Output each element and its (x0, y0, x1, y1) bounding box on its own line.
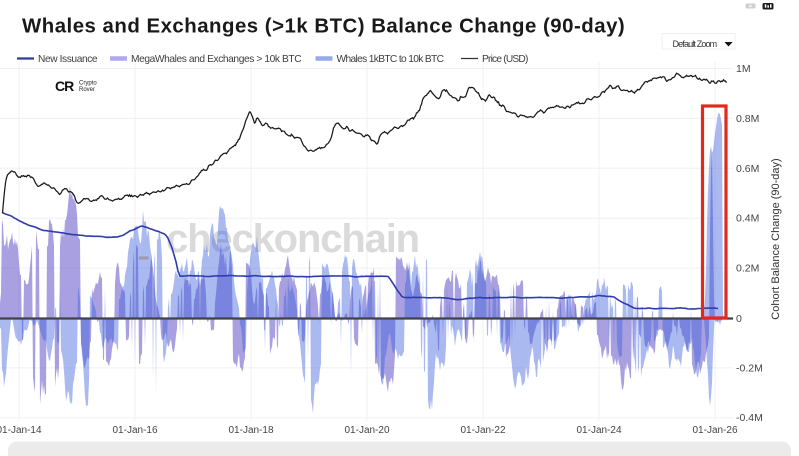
svg-text:1M: 1M (736, 63, 751, 75)
svg-text:01-Jan-24: 01-Jan-24 (576, 425, 621, 436)
svg-text:01-Jan-18: 01-Jan-18 (228, 425, 273, 436)
svg-text:01-Jan-22: 01-Jan-22 (460, 425, 505, 436)
svg-text:CR: CR (55, 78, 74, 94)
svg-text:Whales and Exchanges (>1k BTC): Whales and Exchanges (>1k BTC) Balance C… (22, 16, 625, 38)
svg-text:01-Jan-16: 01-Jan-16 (112, 425, 157, 436)
svg-text:0.4M: 0.4M (736, 213, 759, 225)
svg-text:-0.4M: -0.4M (736, 412, 763, 424)
svg-text:0.8M: 0.8M (736, 113, 759, 125)
svg-text:MegaWhales and Exchanges > 10k: MegaWhales and Exchanges > 10k BTC (131, 54, 301, 65)
svg-text:Whales 1kBTC to 10k BTC: Whales 1kBTC to 10k BTC (337, 54, 444, 65)
svg-text:01-Jan-14: 01-Jan-14 (0, 425, 42, 436)
svg-text:checkonchain: checkonchain (166, 217, 419, 261)
svg-text:0.2M: 0.2M (736, 263, 759, 275)
svg-text:01-Jan-26: 01-Jan-26 (692, 425, 737, 436)
svg-text:New Issuance: New Issuance (38, 54, 98, 65)
svg-text:Default Zoom: Default Zoom (673, 39, 717, 49)
svg-text:Cohort Balance Change (90-day): Cohort Balance Change (90-day) (770, 158, 782, 319)
svg-text:Rover: Rover (79, 87, 95, 93)
svg-text:Crypto: Crypto (79, 81, 97, 87)
svg-text:0.6M: 0.6M (736, 163, 759, 175)
svg-text:0: 0 (736, 313, 742, 325)
svg-text:Price (USD): Price (USD) (482, 54, 528, 65)
svg-text:01-Jan-20: 01-Jan-20 (344, 425, 389, 436)
svg-text:-0.2M: -0.2M (736, 362, 763, 374)
